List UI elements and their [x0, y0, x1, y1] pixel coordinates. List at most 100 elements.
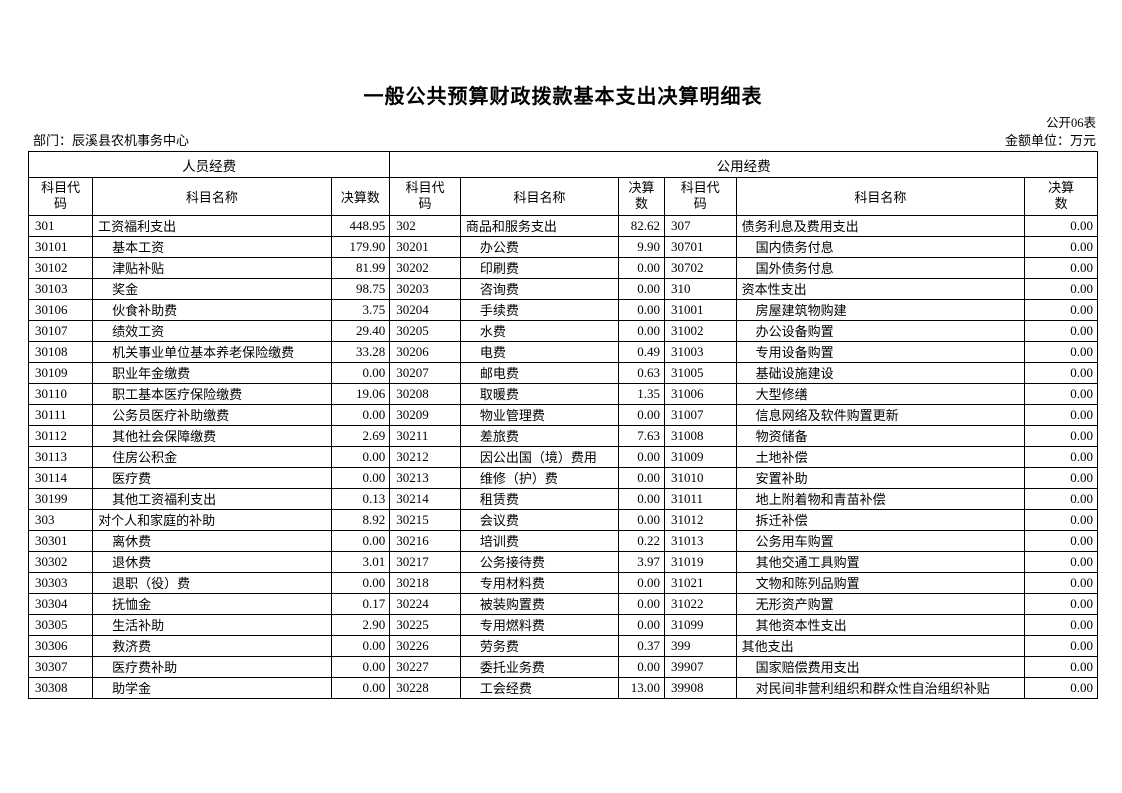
subject-code-cell: 31012	[664, 508, 737, 531]
subject-code-cell: 30102	[27, 256, 94, 279]
final-amount-cell: 0.00	[618, 256, 665, 279]
subject-name-cell: 离休费	[92, 529, 332, 552]
table-row: 30305 生活补助 2.90 30225 专用燃料费 0.00 31099 其他资本性支出 0…	[27, 613, 1098, 636]
final-amount-cell: 0.00	[330, 676, 391, 699]
subject-code-cell: 30216	[389, 529, 461, 552]
subject-name-cell: 伙食补助费	[92, 298, 332, 321]
final-amount-cell: 0.00	[618, 298, 665, 321]
subject-name-cell: 其他交通工具购置	[735, 550, 1026, 573]
final-amount-cell: 0.00	[1024, 508, 1098, 531]
final-amount-cell: 2.90	[330, 613, 391, 636]
subject-name-cell: 公务用车购置	[735, 529, 1026, 552]
subject-code-cell: 30110	[27, 382, 94, 405]
final-amount-cell: 0.00	[618, 592, 665, 615]
final-amount-cell: 0.00	[1024, 298, 1098, 321]
final-amount-cell: 0.00	[1024, 487, 1098, 510]
final-amount-cell: 0.00	[330, 655, 391, 678]
table-row: 30114 医疗费 0.00 30213 维修（护）费 0.00 31010 安置补助 0.00	[27, 466, 1098, 489]
subject-code-cell: 30206	[389, 340, 461, 363]
subject-name-cell: 公务员医疗补助缴费	[92, 403, 332, 426]
final-amount-cell: 13.00	[618, 676, 665, 699]
final-amount-cell: 0.00	[1024, 613, 1098, 636]
table-row: 30307 医疗费补助 0.00 30227 委托业务费 0.00 39907 国家赔偿费用支…	[27, 655, 1098, 678]
subject-code-cell: 31013	[664, 529, 737, 552]
subject-name-cell: 国家赔偿费用支出	[735, 655, 1026, 678]
subject-name-cell: 救济费	[92, 634, 332, 657]
subject-code-cell: 31006	[664, 382, 737, 405]
final-amount-cell: 0.13	[330, 487, 391, 510]
table-row: 30102 津贴补贴 81.99 30202 印刷费 0.00 30702 国外债务付息 0.0…	[27, 256, 1098, 279]
final-amount-cell: 0.00	[1024, 256, 1098, 279]
column-header-name-3: 科目名称	[735, 177, 1026, 216]
subject-code-cell: 31099	[664, 613, 737, 636]
subject-code-cell: 30226	[389, 634, 461, 657]
subject-name-cell: 专用燃料费	[459, 613, 620, 636]
subject-code-cell: 310	[664, 277, 737, 300]
column-header-row: 科目代码 科目名称 决算数 科目代码 科目名称 决算数 科目代码 科目名称 决算…	[27, 177, 1098, 216]
final-amount-cell: 0.00	[1024, 571, 1098, 594]
subject-code-cell: 30107	[27, 319, 94, 342]
column-header-name-1: 科目名称	[92, 177, 332, 216]
final-amount-cell: 0.00	[330, 403, 391, 426]
subject-code-cell: 30108	[27, 340, 94, 363]
subject-name-cell: 手续费	[459, 298, 620, 321]
final-amount-cell: 0.63	[618, 361, 665, 384]
subject-name-cell: 对个人和家庭的补助	[92, 508, 332, 531]
subject-name-cell: 抚恤金	[92, 592, 332, 615]
final-amount-cell: 0.00	[618, 466, 665, 489]
table-row: 30110 职工基本医疗保险缴费 19.06 30208 取暖费 1.35 31006 大型修…	[27, 382, 1098, 405]
table-row: 30103 奖金 98.75 30203 咨询费 0.00 310 资本性支出 0.00	[27, 277, 1098, 300]
final-amount-cell: 0.00	[330, 529, 391, 552]
subject-name-cell: 印刷费	[459, 256, 620, 279]
subject-code-cell: 39907	[664, 655, 737, 678]
subject-name-cell: 专用材料费	[459, 571, 620, 594]
final-amount-cell: 0.00	[1024, 424, 1098, 447]
subject-code-cell: 31022	[664, 592, 737, 615]
subject-code-cell: 31019	[664, 550, 737, 573]
table-code-label: 公开06表	[1045, 116, 1096, 130]
final-amount-cell: 0.49	[618, 340, 665, 363]
subject-code-cell: 31010	[664, 466, 737, 489]
subject-code-cell: 301	[27, 214, 94, 237]
final-amount-cell: 0.00	[1024, 382, 1098, 405]
final-amount-cell: 0.00	[1024, 340, 1098, 363]
subject-name-cell: 维修（护）费	[459, 466, 620, 489]
subject-code-cell: 30302	[27, 550, 94, 573]
subject-code-cell: 30224	[389, 592, 461, 615]
subject-name-cell: 津贴补贴	[92, 256, 332, 279]
final-amount-cell: 3.01	[330, 550, 391, 573]
group-header-row: 人员经费 公用经费	[27, 151, 1098, 178]
final-amount-cell: 448.95	[330, 214, 391, 237]
column-header-code-1: 科目代码	[27, 177, 94, 216]
subject-code-cell: 31011	[664, 487, 737, 510]
subject-name-cell: 水费	[459, 319, 620, 342]
subject-code-cell: 399	[664, 634, 737, 657]
final-amount-cell: 0.00	[1024, 466, 1098, 489]
final-amount-cell: 0.00	[1024, 550, 1098, 573]
table-row: 30109 职业年金缴费 0.00 30207 邮电费 0.63 31005 基础设施建设 0.…	[27, 361, 1098, 384]
subject-code-cell: 30218	[389, 571, 461, 594]
subject-code-cell: 30307	[27, 655, 94, 678]
final-amount-cell: 0.00	[618, 445, 665, 468]
subject-code-cell: 30303	[27, 571, 94, 594]
meta-row: 部门：辰溪县农机事务中心 金额单位：万元	[28, 132, 1098, 149]
subject-code-cell: 302	[389, 214, 461, 237]
subject-code-cell: 30103	[27, 277, 94, 300]
final-amount-cell: 82.62	[618, 214, 665, 237]
subject-name-cell: 因公出国（境）费用	[459, 445, 620, 468]
subject-name-cell: 信息网络及软件购置更新	[735, 403, 1026, 426]
subject-code-cell: 30204	[389, 298, 461, 321]
subject-name-cell: 基本工资	[92, 235, 332, 258]
final-amount-cell: 1.35	[618, 382, 665, 405]
subject-name-cell: 机关事业单位基本养老保险缴费	[92, 340, 332, 363]
final-amount-cell: 0.00	[618, 613, 665, 636]
subject-name-cell: 债务利息及费用支出	[735, 214, 1026, 237]
final-amount-cell: 0.22	[618, 529, 665, 552]
table-body: 301 工资福利支出 448.95 302 商品和服务支出 82.62 307 债务利息及费用…	[27, 214, 1098, 699]
table-row: 30301 离休费 0.00 30216 培训费 0.22 31013 公务用车购置 0.00	[27, 529, 1098, 552]
subject-name-cell: 住房公积金	[92, 445, 332, 468]
table-row: 30101 基本工资 179.90 30201 办公费 9.90 30701 国内债务付息 0.…	[27, 235, 1098, 258]
final-amount-cell: 0.00	[618, 319, 665, 342]
table-row: 30308 助学金 0.00 30228 工会经费 13.00 39908 对民间非营利组织和…	[27, 676, 1098, 699]
subject-code-cell: 30214	[389, 487, 461, 510]
